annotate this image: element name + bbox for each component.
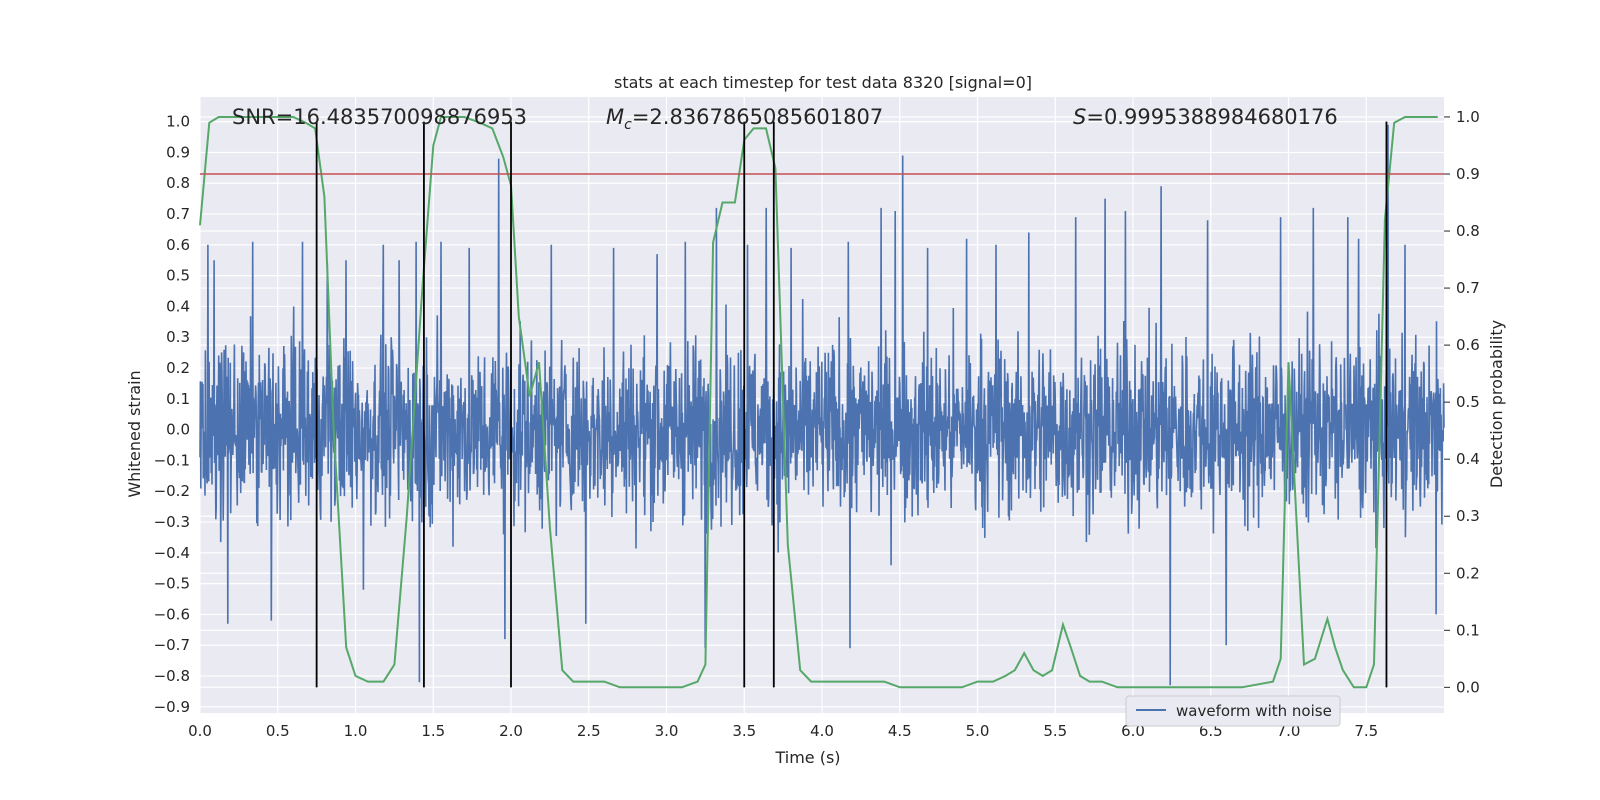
y-tick-label: −0.1 <box>154 451 190 469</box>
y2-tick-label: 0.8 <box>1456 222 1480 240</box>
y-tick-label: −0.8 <box>154 667 190 685</box>
s-annotation: S=0.9995388984680176 <box>1073 105 1338 129</box>
x-tick-label: 1.5 <box>421 722 445 740</box>
y-tick-label: 0.8 <box>166 174 190 192</box>
x-tick-label: 1.0 <box>344 722 368 740</box>
y-tick-label: −0.9 <box>154 698 190 716</box>
legend-box <box>1125 695 1341 727</box>
s-value: =0.9995388984680176 <box>1086 105 1337 129</box>
y2-tick-label: 0.4 <box>1456 450 1480 468</box>
legend-label: waveform with noise <box>1176 702 1332 720</box>
x-tick-label: 3.0 <box>655 722 679 740</box>
s-symbol: S <box>1073 105 1086 129</box>
y-axis-left-ticks: −0.9 −0.8 −0.7 −0.6 −0.5 −0.4 −0.3 −0.2 −0.1 0.0 0… <box>154 113 190 716</box>
chirp-mass-value: =2.8367865085601807 <box>632 105 883 129</box>
y2-tick-label: 0.0 <box>1456 678 1480 696</box>
y-tick-label: 0.4 <box>166 297 190 315</box>
y2-tick-label: 0.3 <box>1456 507 1480 525</box>
y-tick-label: 0.6 <box>166 236 190 254</box>
x-tick-label: 4.5 <box>888 722 912 740</box>
x-tick-label: 5.0 <box>966 722 990 740</box>
waveform-line <box>199 124 1445 686</box>
y-axis-right-ticks: 0.0 0.1 0.2 0.3 0.4 0.5 0.6 0.7 0.8 0.9 1.0 <box>1444 108 1480 696</box>
event-lines <box>315 121 1388 688</box>
y2-tick-label: 0.9 <box>1456 165 1480 183</box>
x-tick-label: 2.0 <box>499 722 523 740</box>
y-tick-label: −0.7 <box>154 636 190 654</box>
y2-axis-label: Detection probability <box>1487 320 1506 488</box>
chirp-mass-subscript: c <box>624 117 632 133</box>
y-tick-label: 0.1 <box>166 390 190 408</box>
x-axis-label: Time (s) <box>774 748 840 767</box>
probability-series <box>199 116 1438 689</box>
waveform-series <box>199 124 1445 686</box>
y-tick-label: 1.0 <box>166 113 190 131</box>
y-tick-label: −0.6 <box>154 605 190 623</box>
snr-annotation: SNR=16.483570098876953 <box>232 105 527 129</box>
y-tick-label: 0.5 <box>166 267 190 285</box>
y-tick-label: −0.2 <box>154 482 190 500</box>
y-tick-label: 0.9 <box>166 143 190 161</box>
chirp-mass-symbol: M <box>606 105 624 129</box>
x-tick-label: 3.5 <box>732 722 756 740</box>
x-tick-label: 7.5 <box>1354 722 1378 740</box>
chart-title: stats at each timestep for test data 832… <box>614 73 1032 92</box>
x-tick-label: 5.5 <box>1043 722 1067 740</box>
chirp-mass-annotation: Mc=2.8367865085601807 <box>606 105 883 133</box>
y-axis-label: Whitened strain <box>125 370 144 497</box>
y-tick-label: −0.3 <box>154 513 190 531</box>
y-tick-label: 0.2 <box>166 359 190 377</box>
y-tick-label: −0.5 <box>154 575 190 593</box>
y2-tick-label: 0.2 <box>1456 564 1480 582</box>
x-tick-label: 4.0 <box>810 722 834 740</box>
x-axis-ticks: 0.0 0.5 1.0 1.5 2.0 2.5 3.0 3.5 4.0 4.5 5.0 5.5 6.0 6… <box>188 722 1378 740</box>
legend: waveform with noise <box>1125 695 1341 727</box>
probability-line <box>199 116 1438 689</box>
x-tick-label: 0.5 <box>266 722 290 740</box>
y2-tick-label: 0.1 <box>1456 621 1480 639</box>
y2-tick-label: 0.5 <box>1456 393 1480 411</box>
x-tick-label: 0.0 <box>188 722 212 740</box>
y2-tick-label: 1.0 <box>1456 108 1480 126</box>
y2-tick-label: 0.7 <box>1456 279 1480 297</box>
y-tick-label: 0.3 <box>166 328 190 346</box>
y-tick-label: 0.7 <box>166 205 190 223</box>
y-tick-label: −0.4 <box>154 544 190 562</box>
y-tick-label: 0.0 <box>166 421 190 439</box>
x-tick-label: 2.5 <box>577 722 601 740</box>
y2-tick-label: 0.6 <box>1456 336 1480 354</box>
